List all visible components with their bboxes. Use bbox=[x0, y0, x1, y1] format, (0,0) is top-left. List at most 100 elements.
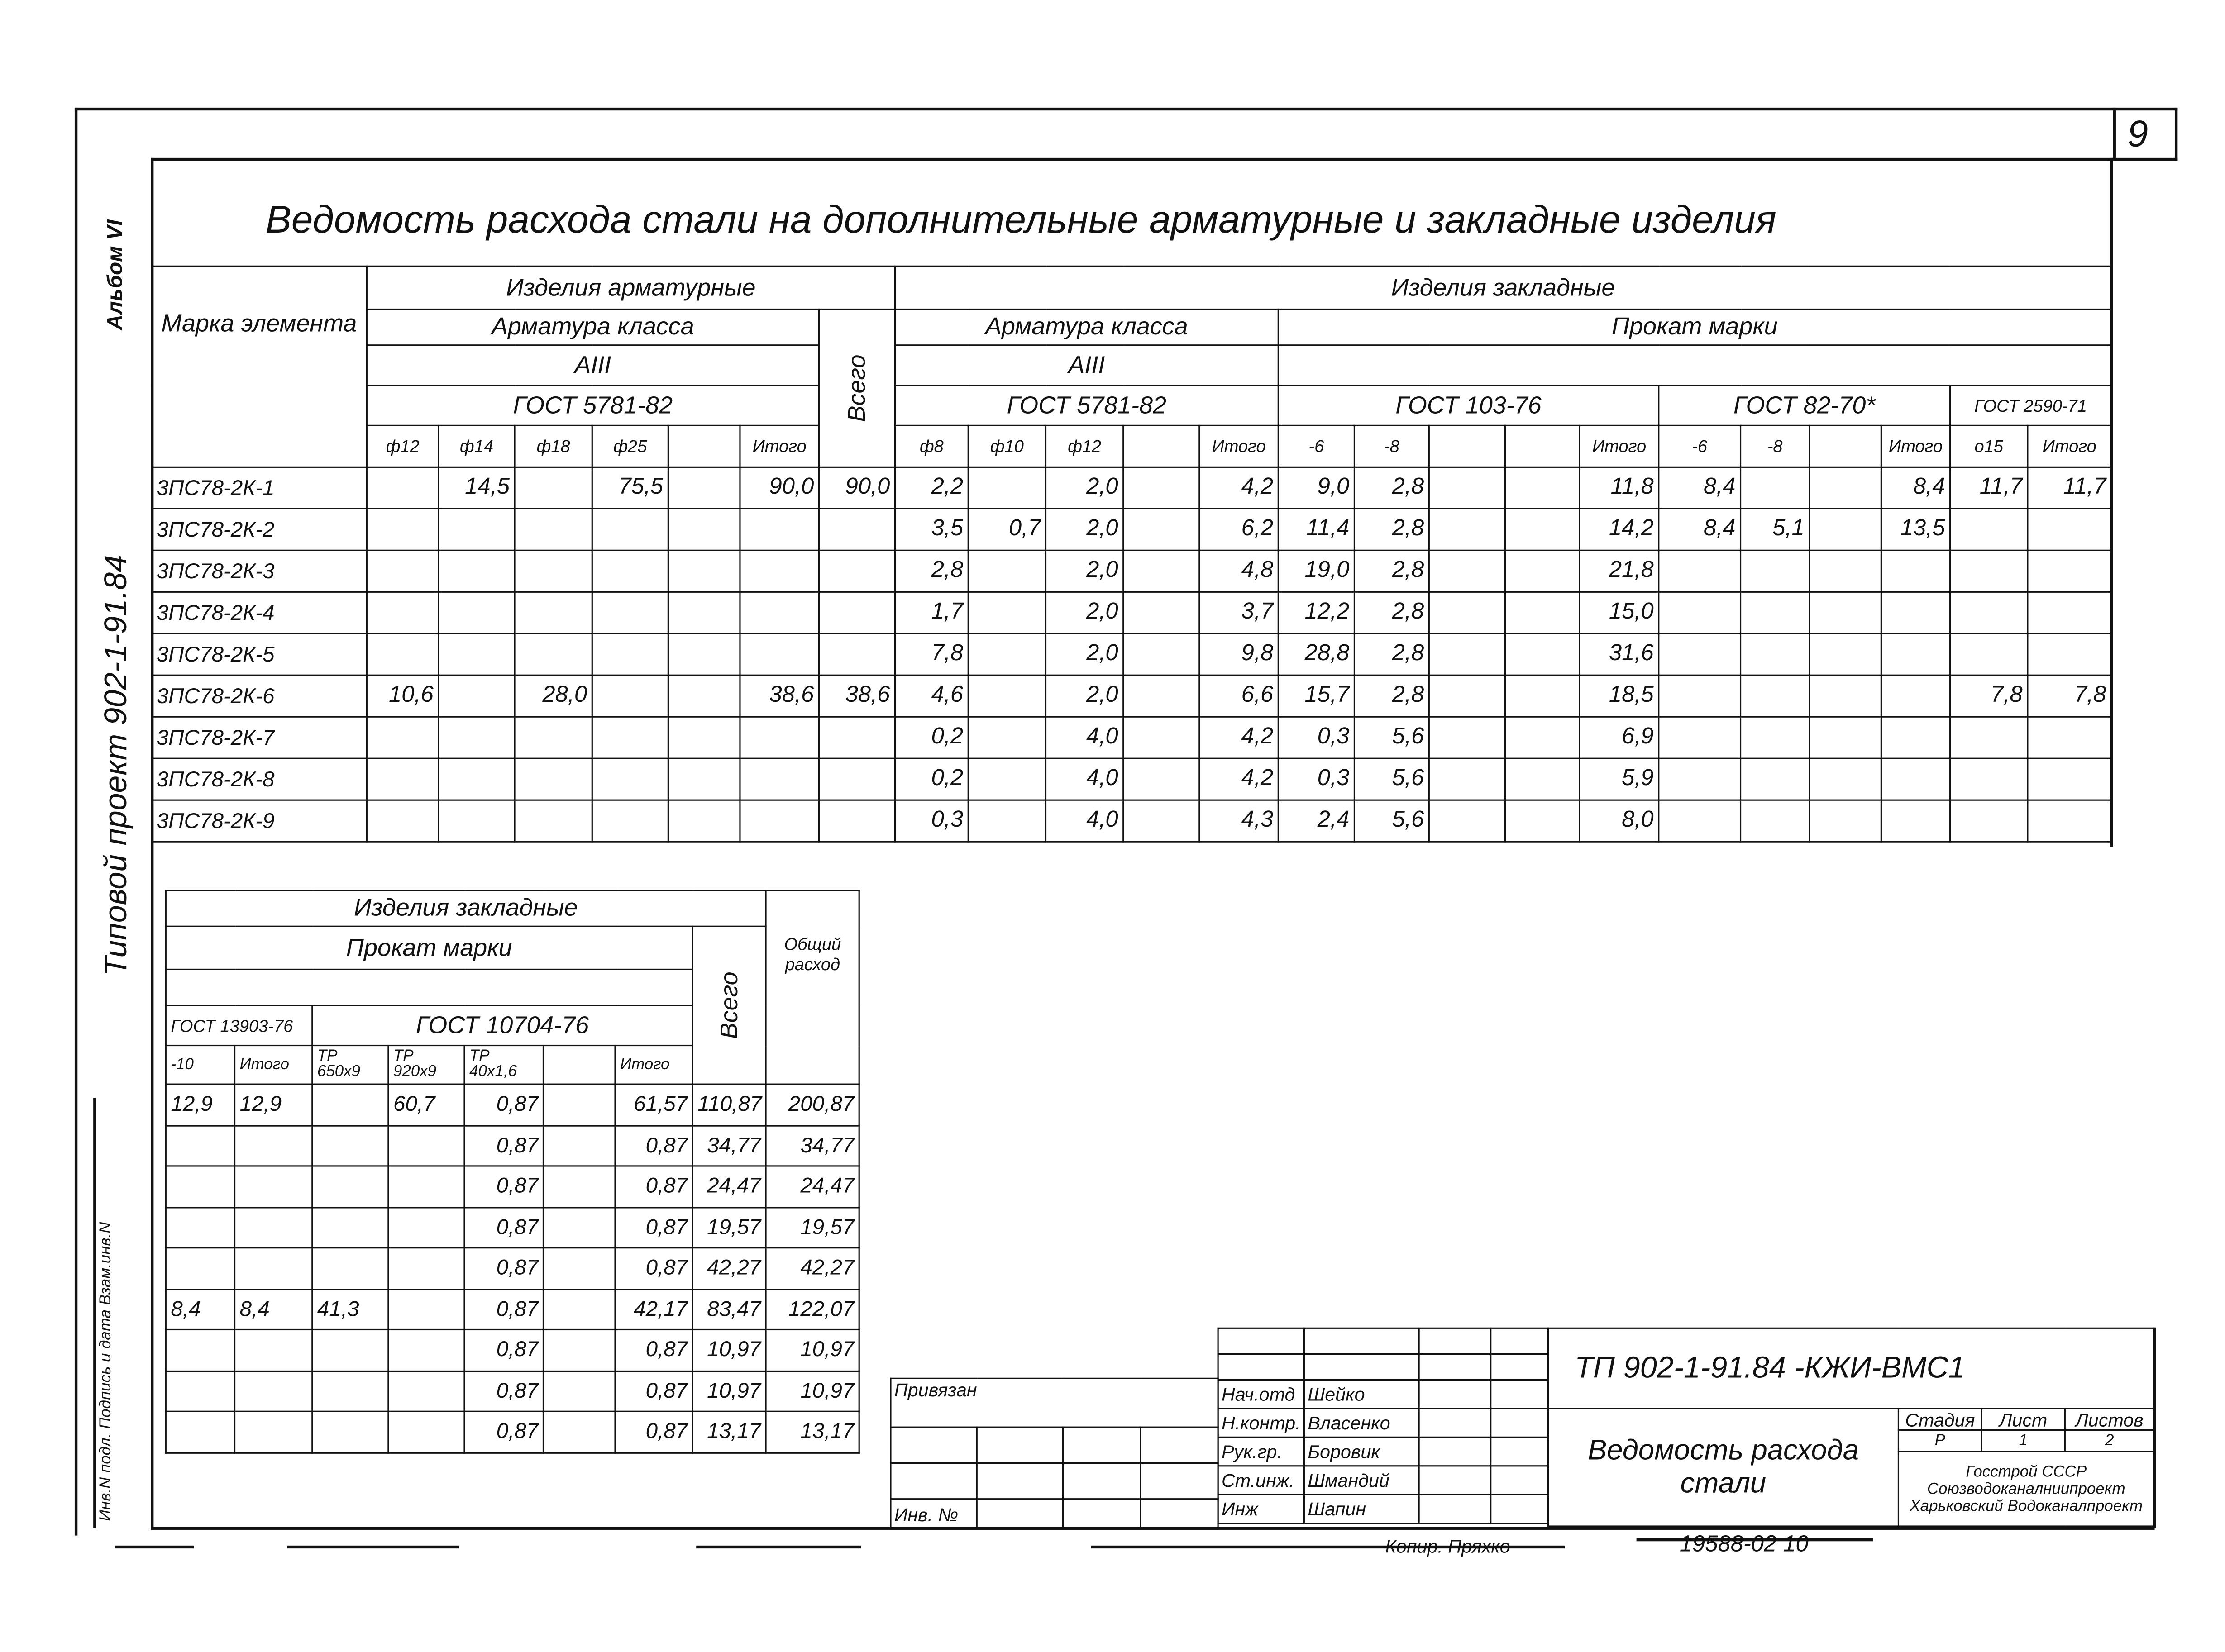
table-cell: 0,87 bbox=[463, 1165, 544, 1208]
table-cell: 0,87 bbox=[614, 1247, 693, 1290]
table-cell bbox=[514, 757, 593, 801]
table-cell: 2,8 bbox=[1353, 508, 1430, 551]
date-cell bbox=[1490, 1379, 1549, 1409]
table-cell: 0,87 bbox=[463, 1328, 544, 1371]
table-cell bbox=[967, 633, 1047, 676]
table-cell bbox=[591, 549, 669, 593]
table-cell bbox=[542, 1410, 616, 1453]
signature-role: Ст.инж. bbox=[1217, 1465, 1305, 1495]
table-cell bbox=[967, 591, 1047, 634]
table-cell bbox=[1428, 508, 1506, 551]
table-cell: 10,97 bbox=[692, 1370, 767, 1412]
table-cell bbox=[818, 757, 896, 801]
table-cell bbox=[542, 1165, 616, 1208]
rebar-products-header: Изделия арматурные bbox=[366, 265, 896, 310]
table-cell: 8,4 bbox=[165, 1288, 236, 1331]
table-cell: 38,6 bbox=[739, 674, 820, 718]
table-cell bbox=[234, 1247, 313, 1290]
column-header: ф18 bbox=[514, 424, 593, 468]
table-cell bbox=[1122, 757, 1200, 801]
table-cell: 9,8 bbox=[1198, 633, 1279, 676]
table-cell bbox=[1504, 716, 1580, 759]
date-cell bbox=[1490, 1465, 1549, 1495]
table-cell: 4,0 bbox=[1045, 716, 1124, 759]
table-cell bbox=[311, 1124, 389, 1167]
table-cell bbox=[1949, 757, 2029, 801]
gost-2590-header: ГОСТ 2590-71 bbox=[1949, 384, 2112, 426]
table-cell bbox=[1880, 716, 1951, 759]
frame-right bbox=[2174, 107, 2178, 161]
table-cell: 61,57 bbox=[614, 1083, 693, 1126]
table-cell bbox=[1809, 549, 1882, 593]
table-cell bbox=[1880, 633, 1951, 676]
table-cell: 19,57 bbox=[765, 1206, 860, 1249]
table-cell bbox=[438, 591, 516, 634]
table-cell: 2,0 bbox=[1045, 633, 1124, 676]
table-cell bbox=[234, 1370, 313, 1412]
table-cell bbox=[818, 716, 896, 759]
table-cell bbox=[1949, 633, 2029, 676]
column-header: Итого bbox=[234, 1044, 313, 1085]
gost-10704-header: ГОСТ 10704-76 bbox=[311, 1005, 693, 1047]
element-mark: 3ПС78-2К-8 bbox=[151, 757, 368, 801]
column-header bbox=[1504, 424, 1580, 468]
table-cell bbox=[366, 716, 439, 759]
table-cell bbox=[667, 508, 741, 551]
signature-cell bbox=[1418, 1408, 1492, 1438]
table-cell bbox=[366, 549, 439, 593]
organization: Госстрой СССР Союзводоканалниипроект Хар… bbox=[1897, 1451, 2155, 1527]
table-row: 3ПС78-2К-8 0,2 4,0 4,2 0,3 5,6 5,9 bbox=[151, 757, 2112, 801]
column-header: -8 bbox=[1739, 424, 1810, 468]
table-cell bbox=[1658, 716, 1742, 759]
column-header: -10 bbox=[165, 1044, 236, 1085]
table-cell bbox=[1428, 549, 1506, 593]
column-header: о15 bbox=[1949, 424, 2029, 468]
table-cell bbox=[1504, 508, 1580, 551]
table-cell bbox=[818, 508, 896, 551]
table-cell: 0,87 bbox=[614, 1165, 693, 1208]
table-cell: 2,0 bbox=[1045, 591, 1124, 634]
table-cell bbox=[667, 466, 741, 509]
frame-top bbox=[74, 107, 2178, 111]
table-cell bbox=[1739, 674, 1810, 718]
table-cell: 5,1 bbox=[1739, 508, 1810, 551]
table-row: 3ПС78-2К-6 10,6 28,0 38,6 38,6 4,6 2,0 6,6 15,7 2… bbox=[151, 674, 2112, 718]
table-cell bbox=[387, 1247, 465, 1290]
table-cell: 3,7 bbox=[1198, 591, 1279, 634]
table-row: 3ПС78-2К-1 14,5 75,5 90,0 90,0 2,2 2,0 4,2 9,0 2,… bbox=[151, 466, 2112, 509]
table-cell: 1,7 bbox=[894, 591, 969, 634]
table-cell bbox=[2027, 716, 2112, 759]
table-cell bbox=[2027, 591, 2112, 634]
table-cell: 4,2 bbox=[1198, 466, 1279, 509]
footer-dash bbox=[115, 1545, 194, 1548]
table-cell bbox=[165, 1328, 236, 1371]
table-cell: 8,4 bbox=[1880, 466, 1951, 509]
table-cell bbox=[311, 1165, 389, 1208]
column-header: ф14 bbox=[438, 424, 516, 468]
table-row: 12,9 12,9 60,7 0,87 61,57 110,87 200,87 bbox=[165, 1083, 860, 1126]
document-code: ТП 902-1-91.84 -КЖИ-ВМС1 bbox=[1547, 1327, 2155, 1409]
table-cell bbox=[1658, 799, 1742, 843]
table-cell bbox=[514, 716, 593, 759]
table-row: 0,87 0,87 10,97 10,97 bbox=[165, 1370, 860, 1412]
stage-label: Стадия bbox=[1897, 1408, 1982, 1431]
table-cell bbox=[667, 591, 741, 634]
table-cell: 4,2 bbox=[1198, 757, 1279, 801]
table-cell bbox=[165, 1410, 236, 1453]
footer-dash bbox=[1636, 1538, 1873, 1541]
table-cell bbox=[591, 757, 669, 801]
table-cell bbox=[1428, 633, 1506, 676]
table-cell: 0,87 bbox=[463, 1247, 544, 1290]
table-cell: 0,87 bbox=[463, 1410, 544, 1453]
table-cell: 75,5 bbox=[591, 466, 669, 509]
table-cell bbox=[1739, 799, 1810, 843]
embedded-products-table: Изделия закладные Общий расход Прокат ма… bbox=[165, 890, 860, 1453]
table-cell bbox=[514, 508, 593, 551]
signature-row: Ст.инж. Шмандий bbox=[1217, 1465, 1549, 1495]
table-cell bbox=[387, 1165, 465, 1208]
table-cell bbox=[2027, 799, 2112, 843]
table-cell bbox=[311, 1370, 389, 1412]
table-cell bbox=[165, 1124, 236, 1167]
column-header: Итого bbox=[1198, 424, 1279, 468]
table-cell bbox=[1739, 466, 1810, 509]
